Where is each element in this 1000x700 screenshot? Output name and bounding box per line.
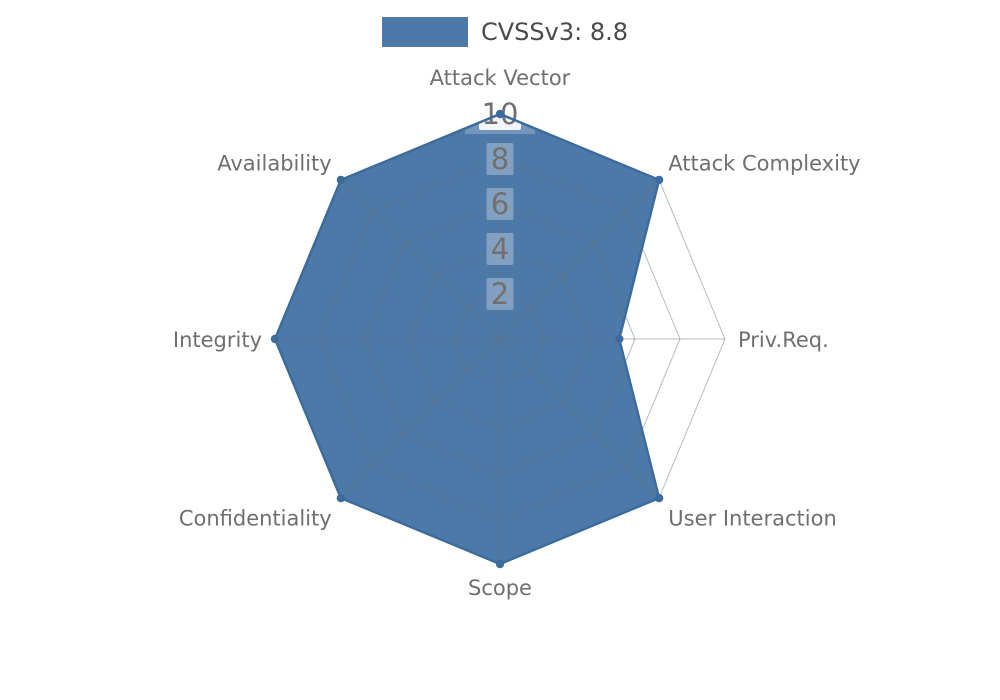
series-area (275, 114, 660, 564)
grid-spoke (499, 179, 660, 340)
grid-spoke (499, 338, 660, 499)
series-point (495, 109, 505, 119)
grid-spoke (340, 179, 501, 340)
axis-label-confidentiality: Confidentiality (179, 506, 332, 530)
grid-spoke (340, 338, 501, 499)
chart-legend: CVSSv3: 8.8 (382, 16, 628, 48)
tick-backdrop (486, 278, 514, 310)
axis-label-scope: Scope (468, 576, 532, 600)
tick-backdrop (486, 143, 514, 175)
grid-ring (409, 248, 591, 430)
series-point (270, 334, 280, 344)
series-point (495, 559, 505, 569)
r-tick-label: 6 (491, 187, 509, 221)
axis-label-integrity: Integrity (173, 328, 262, 352)
tick-backdrop (486, 233, 514, 265)
series-point (336, 175, 346, 185)
grid-ring (364, 203, 636, 475)
grid-ring (319, 158, 681, 520)
axis-label-user-interaction: User Interaction (668, 506, 836, 530)
axis-label-attack-vector: Attack Vector (430, 66, 571, 90)
series-point (336, 493, 346, 503)
legend-label: CVSSv3: 8.8 (481, 18, 628, 46)
r-tick-label: 2 (491, 277, 509, 311)
axis-label-attack-complexity: Attack Complexity (668, 152, 860, 176)
series-point (654, 493, 664, 503)
legend-swatch (382, 17, 468, 47)
series-point (615, 334, 624, 344)
tick-backdrop (486, 188, 514, 220)
r-tick-label: 8 (491, 142, 509, 176)
series-point (654, 175, 664, 185)
r-tick-label: 4 (491, 232, 509, 266)
grid-ring (454, 293, 546, 385)
axis-label-availability: Availability (217, 152, 331, 176)
axis-label-priv-req: Priv.Req. (738, 328, 829, 352)
